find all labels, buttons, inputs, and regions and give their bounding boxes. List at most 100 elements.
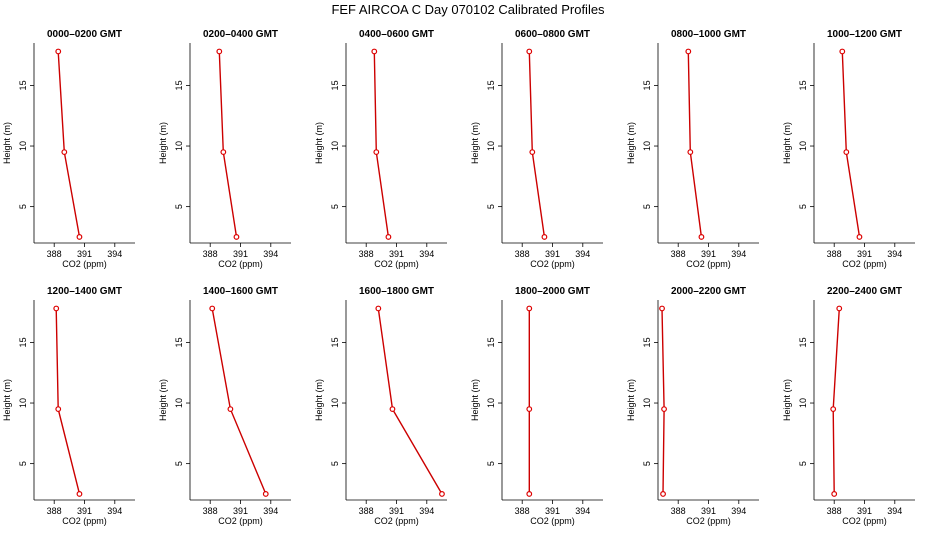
x-tick-label: 394 <box>887 506 902 516</box>
panel-6: 1000–1200 GMT 388 391 394 5 10 15 CO2 (ppm) Heig… <box>782 29 915 269</box>
profile-line <box>687 51 703 237</box>
x-tick-label: 388 <box>203 506 218 516</box>
x-tick-label: 394 <box>107 506 122 516</box>
x-tick-label: 391 <box>77 506 92 516</box>
data-point <box>389 406 396 412</box>
data-point <box>526 48 533 55</box>
x-tick-label: 388 <box>359 249 374 259</box>
y-axis-label: Height (m) <box>158 122 168 164</box>
profile-line <box>218 51 238 238</box>
y-tick-label: 15 <box>642 80 652 90</box>
y-tick-label: 5 <box>642 461 652 466</box>
data-point <box>216 48 223 55</box>
x-tick-label: 388 <box>47 506 62 516</box>
y-tick-label: 5 <box>798 204 808 209</box>
data-point <box>839 48 846 55</box>
x-tick-label: 391 <box>857 249 872 259</box>
data-point <box>55 406 62 412</box>
figure-title: FEF AIRCOA C Day 070102 Calibrated Profi… <box>331 2 605 17</box>
panels-group: 0000–0200 GMT 388 391 394 5 10 15 CO2 (ppm) Heig… <box>2 29 915 526</box>
x-axis-label: CO2 (ppm) <box>530 259 575 269</box>
panel-12: 2200–2400 GMT 388 391 394 5 10 15 CO2 (ppm) Heig… <box>782 286 915 526</box>
y-tick-label: 15 <box>18 337 28 347</box>
data-point <box>76 234 83 240</box>
data-point <box>233 234 240 240</box>
panel-title: 2200–2400 GMT <box>827 286 902 297</box>
data-point <box>541 234 548 240</box>
x-tick-label: 388 <box>515 506 530 516</box>
panel-title: 1200–1400 GMT <box>47 286 122 297</box>
data-point <box>830 406 837 412</box>
profile-line <box>661 308 665 494</box>
panel-title: 1400–1600 GMT <box>203 286 278 297</box>
y-axis-label: Height (m) <box>470 379 480 421</box>
data-point <box>685 48 692 55</box>
x-tick-label: 391 <box>389 506 404 516</box>
data-point <box>843 149 850 155</box>
data-point <box>439 491 445 497</box>
x-tick-label: 388 <box>827 506 842 516</box>
y-axis-label: Height (m) <box>158 379 168 421</box>
y-tick-label: 15 <box>486 80 496 90</box>
x-tick-label: 388 <box>827 249 842 259</box>
x-axis-label: CO2 (ppm) <box>218 259 263 269</box>
panel-title: 0200–0400 GMT <box>203 29 278 40</box>
y-axis-label: Height (m) <box>314 379 324 421</box>
y-tick-label: 10 <box>174 141 184 151</box>
panel-title: 0800–1000 GMT <box>671 29 746 40</box>
y-tick-label: 15 <box>486 337 496 347</box>
data-point <box>262 491 269 497</box>
x-axis-label: CO2 (ppm) <box>62 516 107 526</box>
panel-title: 0000–0200 GMT <box>47 29 122 40</box>
x-tick-label: 394 <box>263 506 278 516</box>
panel-1: 0000–0200 GMT 388 391 394 5 10 15 CO2 (ppm) Heig… <box>2 29 135 269</box>
panel-8: 1400–1600 GMT 388 391 394 5 10 15 CO2 (ppm) Heig… <box>158 286 291 526</box>
data-point <box>526 406 533 412</box>
y-tick-label: 5 <box>18 461 28 466</box>
panel-3: 0400–0600 GMT 388 391 394 5 10 15 CO2 (ppm) Heig… <box>314 29 447 269</box>
panel-9: 1600–1800 GMT 388 391 394 5 10 15 CO2 (ppm) Heig… <box>314 286 447 526</box>
y-axis-label: Height (m) <box>782 379 792 421</box>
y-tick-label: 5 <box>18 204 28 209</box>
panel-7: 1200–1400 GMT 388 391 394 5 10 15 CO2 (ppm) Heig… <box>2 286 135 526</box>
data-point <box>220 149 227 155</box>
x-axis-label: CO2 (ppm) <box>374 516 419 526</box>
profile-line <box>832 308 840 494</box>
y-tick-label: 10 <box>486 398 496 408</box>
panel-11: 2000–2200 GMT 388 391 394 5 10 15 CO2 (ppm) Heig… <box>626 286 759 526</box>
x-tick-label: 394 <box>419 506 434 516</box>
y-tick-label: 10 <box>330 141 340 151</box>
x-axis-label: CO2 (ppm) <box>530 516 575 526</box>
panel-title: 1800–2000 GMT <box>515 286 590 297</box>
x-tick-label: 391 <box>701 506 716 516</box>
x-tick-label: 394 <box>419 249 434 259</box>
x-tick-label: 391 <box>77 249 92 259</box>
profile-line <box>55 308 81 495</box>
x-tick-label: 394 <box>731 506 746 516</box>
panel-2: 0200–0400 GMT 388 391 394 5 10 15 CO2 (ppm) Heig… <box>158 29 291 269</box>
data-point <box>373 149 380 155</box>
profile-line <box>528 51 546 237</box>
panel-title: 1600–1800 GMT <box>359 286 434 297</box>
x-axis-label: CO2 (ppm) <box>686 516 731 526</box>
panel-title: 0600–0800 GMT <box>515 29 590 40</box>
x-axis-label: CO2 (ppm) <box>842 259 887 269</box>
x-tick-label: 391 <box>701 249 716 259</box>
panel-title: 0400–0600 GMT <box>359 29 434 40</box>
data-point <box>375 305 382 312</box>
data-point <box>526 491 533 497</box>
y-axis-label: Height (m) <box>2 379 12 421</box>
panel-title: 2000–2200 GMT <box>671 286 746 297</box>
panel-4: 0600–0800 GMT 388 391 394 5 10 15 CO2 (ppm) Heig… <box>470 29 603 269</box>
x-tick-label: 391 <box>233 249 248 259</box>
y-tick-label: 10 <box>642 398 652 408</box>
y-tick-label: 5 <box>330 204 340 209</box>
y-tick-label: 5 <box>174 461 184 466</box>
x-tick-label: 388 <box>203 249 218 259</box>
y-axis-label: Height (m) <box>626 379 636 421</box>
y-axis-label: Height (m) <box>470 122 480 164</box>
y-tick-label: 5 <box>330 461 340 466</box>
y-tick-label: 15 <box>174 80 184 90</box>
y-tick-label: 10 <box>798 141 808 151</box>
